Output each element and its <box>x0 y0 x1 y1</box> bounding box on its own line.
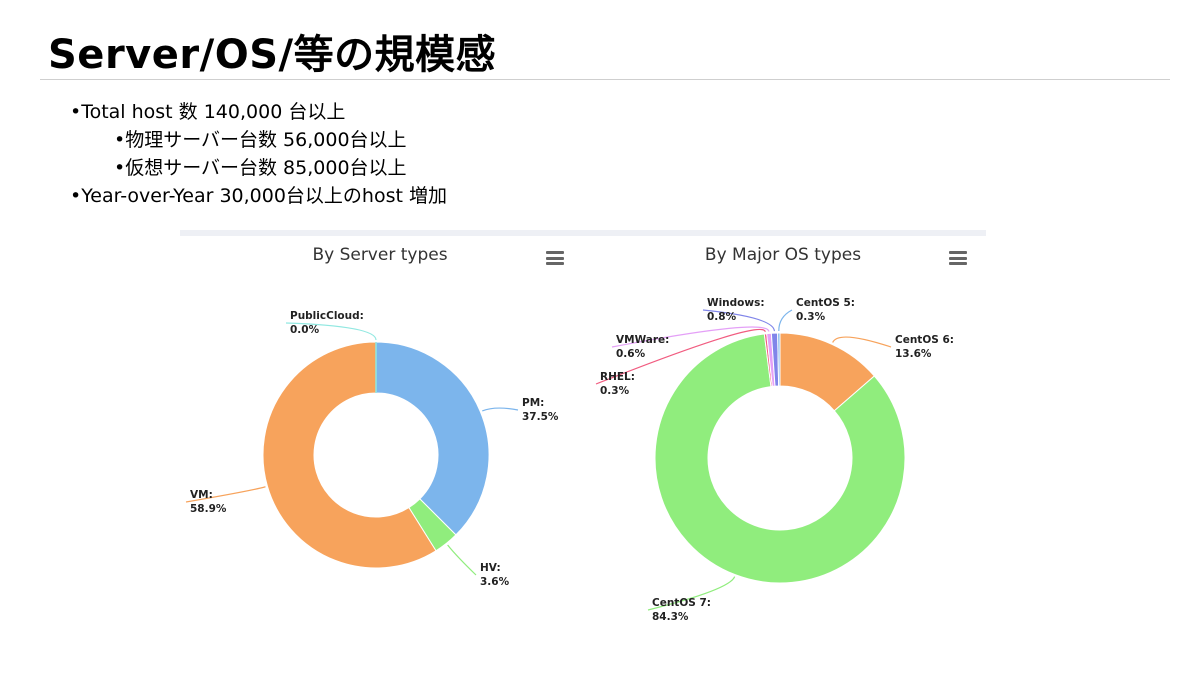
slice-value-label: 13.6% <box>895 348 932 360</box>
server-types-donut: PM: 37.5% HV: 3.6% VM: 58.9% PublicCloud: 0.0% <box>185 310 559 588</box>
connector-line <box>447 544 477 576</box>
chart-menu-icon[interactable] <box>546 251 564 265</box>
chart-menu-icon[interactable] <box>949 251 967 265</box>
slice-label: HV: <box>480 562 501 574</box>
connector-line <box>832 336 892 348</box>
chart-top-band <box>180 230 986 236</box>
slice-label: PM: <box>522 397 544 409</box>
donut-slice-vm[interactable] <box>262 341 437 569</box>
bullet-list: •Total host 数 140,000 台以上 •物理サーバー台数 56,0… <box>70 98 447 210</box>
os-types-donut: CentOS 6: 13.6% CentOS 7: 84.3% RHEL: 0.3% VMW… <box>595 297 954 623</box>
slice-value-label: 84.3% <box>652 611 689 623</box>
bullet-physical-servers: •物理サーバー台数 56,000台以上 <box>114 129 407 151</box>
connector-line <box>647 576 736 611</box>
slice-label: VMWare: <box>616 334 669 346</box>
slice-label: VM: <box>190 489 213 501</box>
donut-slice-centos-5[interactable] <box>777 332 781 387</box>
slice-label: PublicCloud: <box>290 310 364 322</box>
slide-title: Server/OS/等の規模感 <box>48 32 497 78</box>
slice-value-label: 37.5% <box>522 411 559 423</box>
chart-title: By Major OS types <box>704 245 862 265</box>
slice-label: CentOS 6: <box>895 334 954 346</box>
server-types-chart: By Server types PM: 37.5% HV: 3.6% VM: 58.9% P… <box>180 236 580 656</box>
bullet-virtual-servers: •仮想サーバー台数 85,000台以上 <box>114 157 407 179</box>
slice-label: CentOS 7: <box>652 597 711 609</box>
bullet-yoy-growth: •Year-over-Year 30,000台以上のhost 増加 <box>70 185 447 207</box>
slice-value-label: 0.3% <box>796 311 826 323</box>
slice-label: CentOS 5: <box>796 297 855 309</box>
chart-title: By Server types <box>312 245 448 265</box>
connector-line <box>482 407 519 412</box>
slice-value-label: 0.8% <box>707 311 737 323</box>
slice-label: RHEL: <box>600 371 635 383</box>
slice-value-label: 3.6% <box>480 576 510 588</box>
title-divider <box>40 79 1170 80</box>
donut-slice-centos-7[interactable] <box>654 333 906 584</box>
connector-line <box>778 309 793 332</box>
slice-value-label: 0.6% <box>616 348 646 360</box>
slice-value-label: 0.3% <box>600 385 630 397</box>
os-types-chart: By Major OS types CentOS 6: 13.6% CentOS 7… <box>580 236 986 656</box>
connector-line <box>285 322 377 341</box>
connector-line <box>595 328 766 385</box>
slice-value-label: 0.0% <box>290 324 320 336</box>
connector-line <box>702 309 776 332</box>
connector-line <box>611 326 770 348</box>
slice-label: Windows: <box>707 297 765 309</box>
bullet-total-hosts: •Total host 数 140,000 台以上 <box>70 101 346 123</box>
connector-line <box>185 486 266 503</box>
slice-value-label: 58.9% <box>190 503 227 515</box>
donut-slice-pm[interactable] <box>375 341 490 536</box>
